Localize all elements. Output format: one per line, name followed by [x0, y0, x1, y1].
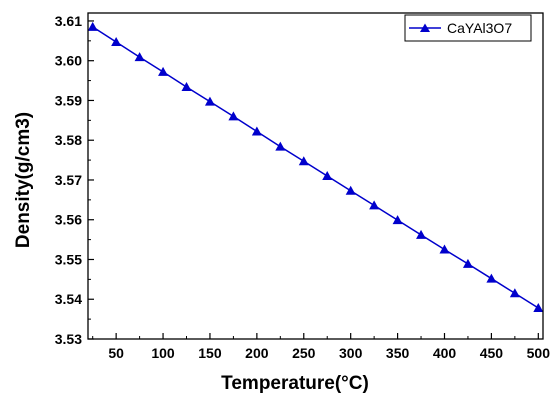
data-point-marker — [111, 37, 122, 47]
data-point-marker — [87, 21, 98, 31]
x-tick-label: 250 — [292, 345, 316, 361]
data-point-marker — [486, 273, 497, 283]
data-point-marker — [392, 215, 403, 225]
data-point-marker — [462, 258, 473, 268]
y-tick-label: 3.56 — [55, 212, 82, 228]
data-point-marker — [322, 171, 333, 180]
data-point-marker — [204, 96, 215, 106]
data-point-marker — [509, 288, 520, 298]
x-tick-label: 100 — [151, 345, 175, 361]
y-tick-label: 3.60 — [55, 53, 82, 69]
x-tick-label: 150 — [198, 345, 222, 361]
data-point-marker — [416, 229, 427, 239]
data-point-marker — [369, 200, 380, 210]
y-tick-label: 3.59 — [55, 92, 82, 108]
x-tick-label: 450 — [480, 345, 504, 361]
x-axis-title: Temperature(°C) — [221, 373, 369, 394]
plot-frame — [87, 12, 544, 340]
x-tick-label: 50 — [108, 345, 124, 361]
series-layer — [87, 21, 544, 312]
y-tick-label: 3.58 — [55, 132, 82, 148]
x-tick-label: 350 — [386, 345, 410, 361]
data-point-marker — [298, 156, 309, 166]
y-tick-label: 3.55 — [55, 251, 82, 267]
y-tick-label: 3.57 — [55, 172, 82, 188]
y-axis-title: Density(g/cm3) — [13, 112, 34, 248]
data-point-marker — [275, 141, 286, 151]
legend-label: CaYAl3O7 — [447, 20, 512, 36]
x-tick-label: 200 — [245, 345, 269, 361]
data-point-marker — [251, 126, 262, 136]
data-point-marker — [134, 52, 145, 62]
data-point-marker — [158, 66, 169, 76]
legend-marker-triangle — [420, 23, 430, 32]
data-point-marker — [533, 302, 544, 312]
y-tick-label: 3.61 — [55, 13, 82, 29]
x-tick-label: 300 — [339, 345, 363, 361]
ticks-layer: 50 100 150 200 250 300 350 400 450 500 3.53 3.54 3.5… — [55, 13, 550, 361]
x-tick-label: 500 — [527, 345, 550, 361]
data-point-marker — [228, 111, 239, 121]
data-point-marker — [439, 244, 450, 254]
y-tick-label: 3.54 — [55, 291, 82, 307]
y-tick-label: 3.53 — [55, 331, 82, 347]
data-point-marker — [181, 81, 192, 91]
legend: CaYAl3O7 — [404, 14, 532, 42]
data-point-marker — [345, 185, 356, 195]
x-tick-label: 400 — [433, 345, 457, 361]
